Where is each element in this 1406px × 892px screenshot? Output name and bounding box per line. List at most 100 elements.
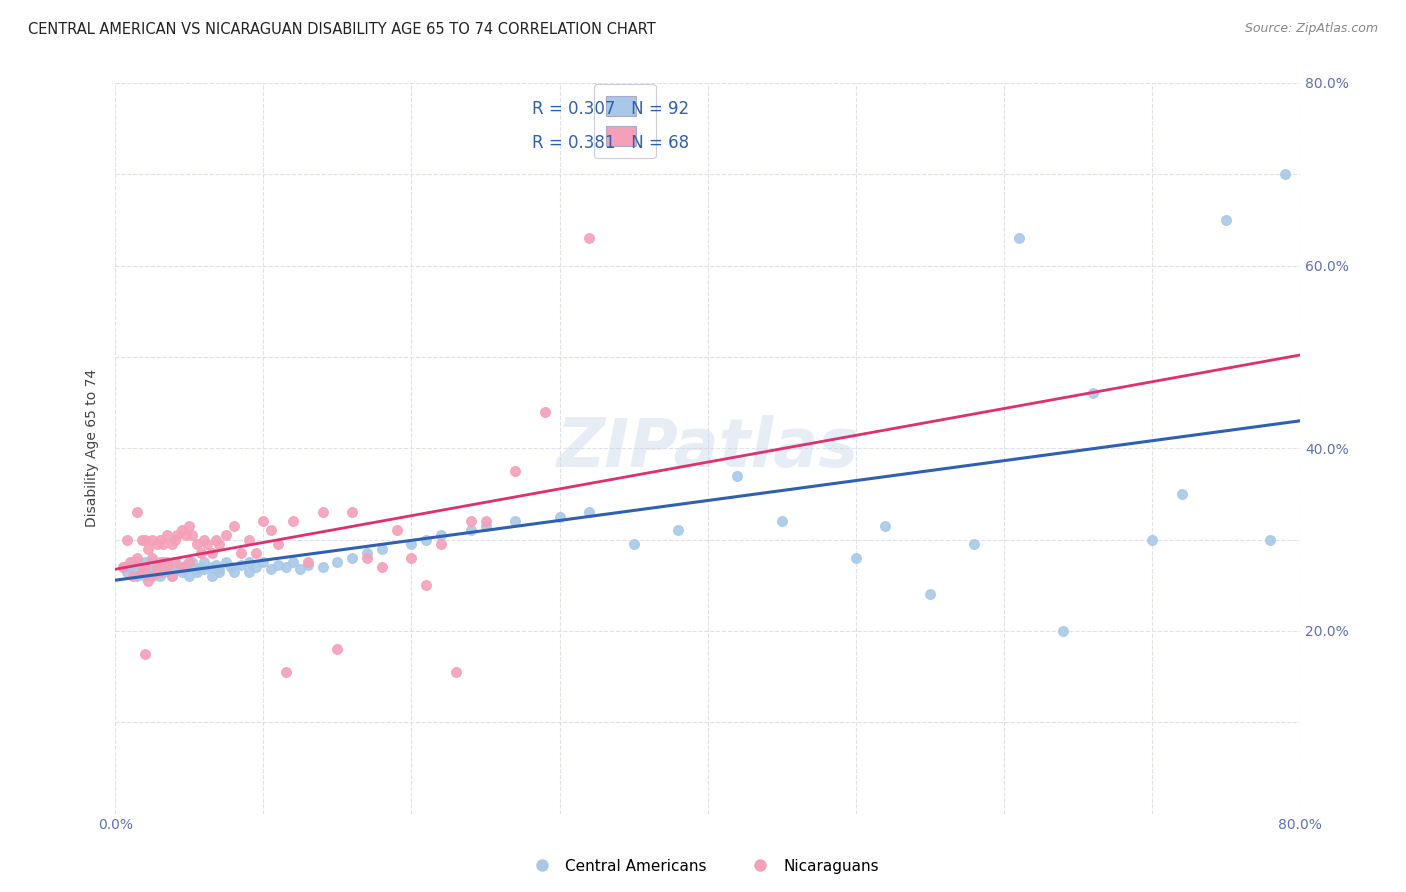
Point: [166, 560, 188, 574]
Point: [1052, 624, 1074, 638]
Point: [152, 537, 174, 551]
Point: [145, 565, 167, 579]
Point: [163, 533, 186, 547]
Point: [181, 555, 204, 569]
Point: [163, 555, 186, 569]
Point: [141, 560, 163, 574]
Point: [222, 519, 245, 533]
Point: [1081, 386, 1104, 401]
Point: [267, 537, 290, 551]
Point: [548, 509, 571, 524]
Point: [149, 533, 172, 547]
Point: [136, 565, 159, 579]
Point: [193, 562, 215, 576]
Point: [131, 533, 153, 547]
Point: [152, 565, 174, 579]
Point: [200, 569, 222, 583]
Point: [190, 546, 212, 560]
Point: [195, 537, 218, 551]
Point: [1008, 231, 1031, 245]
Point: [141, 555, 163, 569]
Point: [918, 587, 941, 601]
Point: [208, 537, 231, 551]
Point: [430, 528, 453, 542]
Point: [205, 558, 228, 573]
Point: [503, 514, 526, 528]
Point: [845, 550, 868, 565]
Point: [770, 514, 793, 528]
Point: [474, 519, 496, 533]
Legend: , : ,: [593, 84, 655, 158]
Point: [127, 550, 149, 565]
Point: [127, 562, 149, 576]
Point: [149, 569, 172, 583]
Point: [141, 569, 163, 583]
Point: [163, 562, 186, 576]
Point: [205, 533, 228, 547]
Point: [156, 555, 179, 569]
Point: [179, 560, 201, 574]
Point: [385, 524, 408, 538]
Point: [193, 555, 215, 569]
Point: [170, 565, 193, 579]
Point: [141, 569, 163, 583]
Point: [160, 569, 183, 583]
Point: [160, 569, 183, 583]
Point: [281, 514, 304, 528]
Point: [208, 565, 231, 579]
Point: [401, 550, 423, 565]
Point: [245, 560, 267, 574]
Point: [430, 537, 453, 551]
Point: [252, 555, 274, 569]
Point: [208, 562, 231, 576]
Point: [245, 546, 267, 560]
Point: [186, 562, 208, 576]
Text: CENTRAL AMERICAN VS NICARAGUAN DISABILITY AGE 65 TO 74 CORRELATION CHART: CENTRAL AMERICAN VS NICARAGUAN DISABILIT…: [28, 22, 655, 37]
Point: [141, 550, 163, 565]
Point: [134, 562, 156, 576]
Point: [623, 537, 645, 551]
Point: [152, 555, 174, 569]
Point: [131, 565, 153, 579]
Point: [120, 560, 142, 574]
Point: [156, 560, 179, 574]
Point: [444, 665, 467, 679]
Point: [122, 555, 145, 569]
Point: [111, 560, 134, 574]
Point: [215, 528, 238, 542]
Point: [160, 560, 183, 574]
Point: [170, 560, 193, 574]
Text: Source: ZipAtlas.com: Source: ZipAtlas.com: [1244, 22, 1378, 36]
Point: [170, 562, 193, 576]
Point: [149, 565, 172, 579]
Point: [160, 537, 183, 551]
Point: [136, 574, 159, 588]
Point: [145, 560, 167, 574]
Point: [238, 555, 260, 569]
Point: [231, 558, 253, 573]
Legend: Central Americans, Nicaraguans: Central Americans, Nicaraguans: [522, 853, 884, 880]
Point: [238, 533, 260, 547]
Point: [193, 533, 215, 547]
Point: [200, 546, 222, 560]
Point: [503, 464, 526, 478]
Point: [371, 541, 394, 556]
Point: [127, 555, 149, 569]
Point: [963, 537, 986, 551]
Point: [222, 565, 245, 579]
Point: [311, 560, 333, 574]
Point: [166, 528, 188, 542]
Point: [578, 231, 600, 245]
Point: [145, 560, 167, 574]
Point: [141, 533, 163, 547]
Point: [415, 578, 437, 592]
Point: [127, 505, 149, 519]
Point: [163, 555, 186, 569]
Point: [134, 569, 156, 583]
Point: [460, 514, 482, 528]
Point: [356, 546, 378, 560]
Point: [156, 560, 179, 574]
Point: [252, 514, 274, 528]
Point: [274, 560, 297, 574]
Point: [149, 555, 172, 569]
